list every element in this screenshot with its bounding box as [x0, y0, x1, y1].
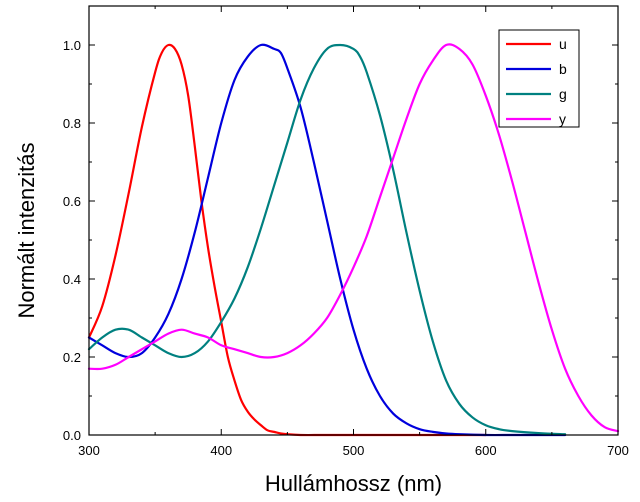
y-tick-label: 0.0: [63, 428, 81, 443]
axis-ticks: [88, 5, 619, 436]
x-tick-label: 500: [343, 443, 365, 458]
x-tick-label: 600: [475, 443, 497, 458]
series-line-g: [87, 43, 567, 436]
series-line-y: [87, 43, 620, 433]
legend-label-g: g: [559, 86, 567, 102]
y-tick-labels: 0.0 0.2 0.4 0.6 0.8 1.0: [63, 38, 81, 443]
series-line-b: [87, 43, 567, 437]
y-tick-label: 0.8: [63, 116, 81, 131]
legend-label-b: b: [559, 61, 567, 77]
y-tick-label: 0.6: [63, 194, 81, 209]
legend-label-y: y: [559, 111, 566, 127]
y-tick-label: 0.4: [63, 272, 81, 287]
x-tick-label: 400: [210, 443, 232, 458]
x-tick-label: 700: [607, 443, 629, 458]
y-tick-label: 1.0: [63, 38, 81, 53]
y-tick-label: 0.2: [63, 350, 81, 365]
x-tick-label: 300: [78, 443, 100, 458]
legend-label-u: u: [559, 36, 567, 52]
x-tick-labels: 300 400 500 600 700: [78, 443, 629, 458]
x-axis-title: Hullámhossz (nm): [265, 471, 442, 496]
y-axis-title: Normált intenzitás: [14, 142, 39, 318]
legend-box: [498, 29, 580, 128]
